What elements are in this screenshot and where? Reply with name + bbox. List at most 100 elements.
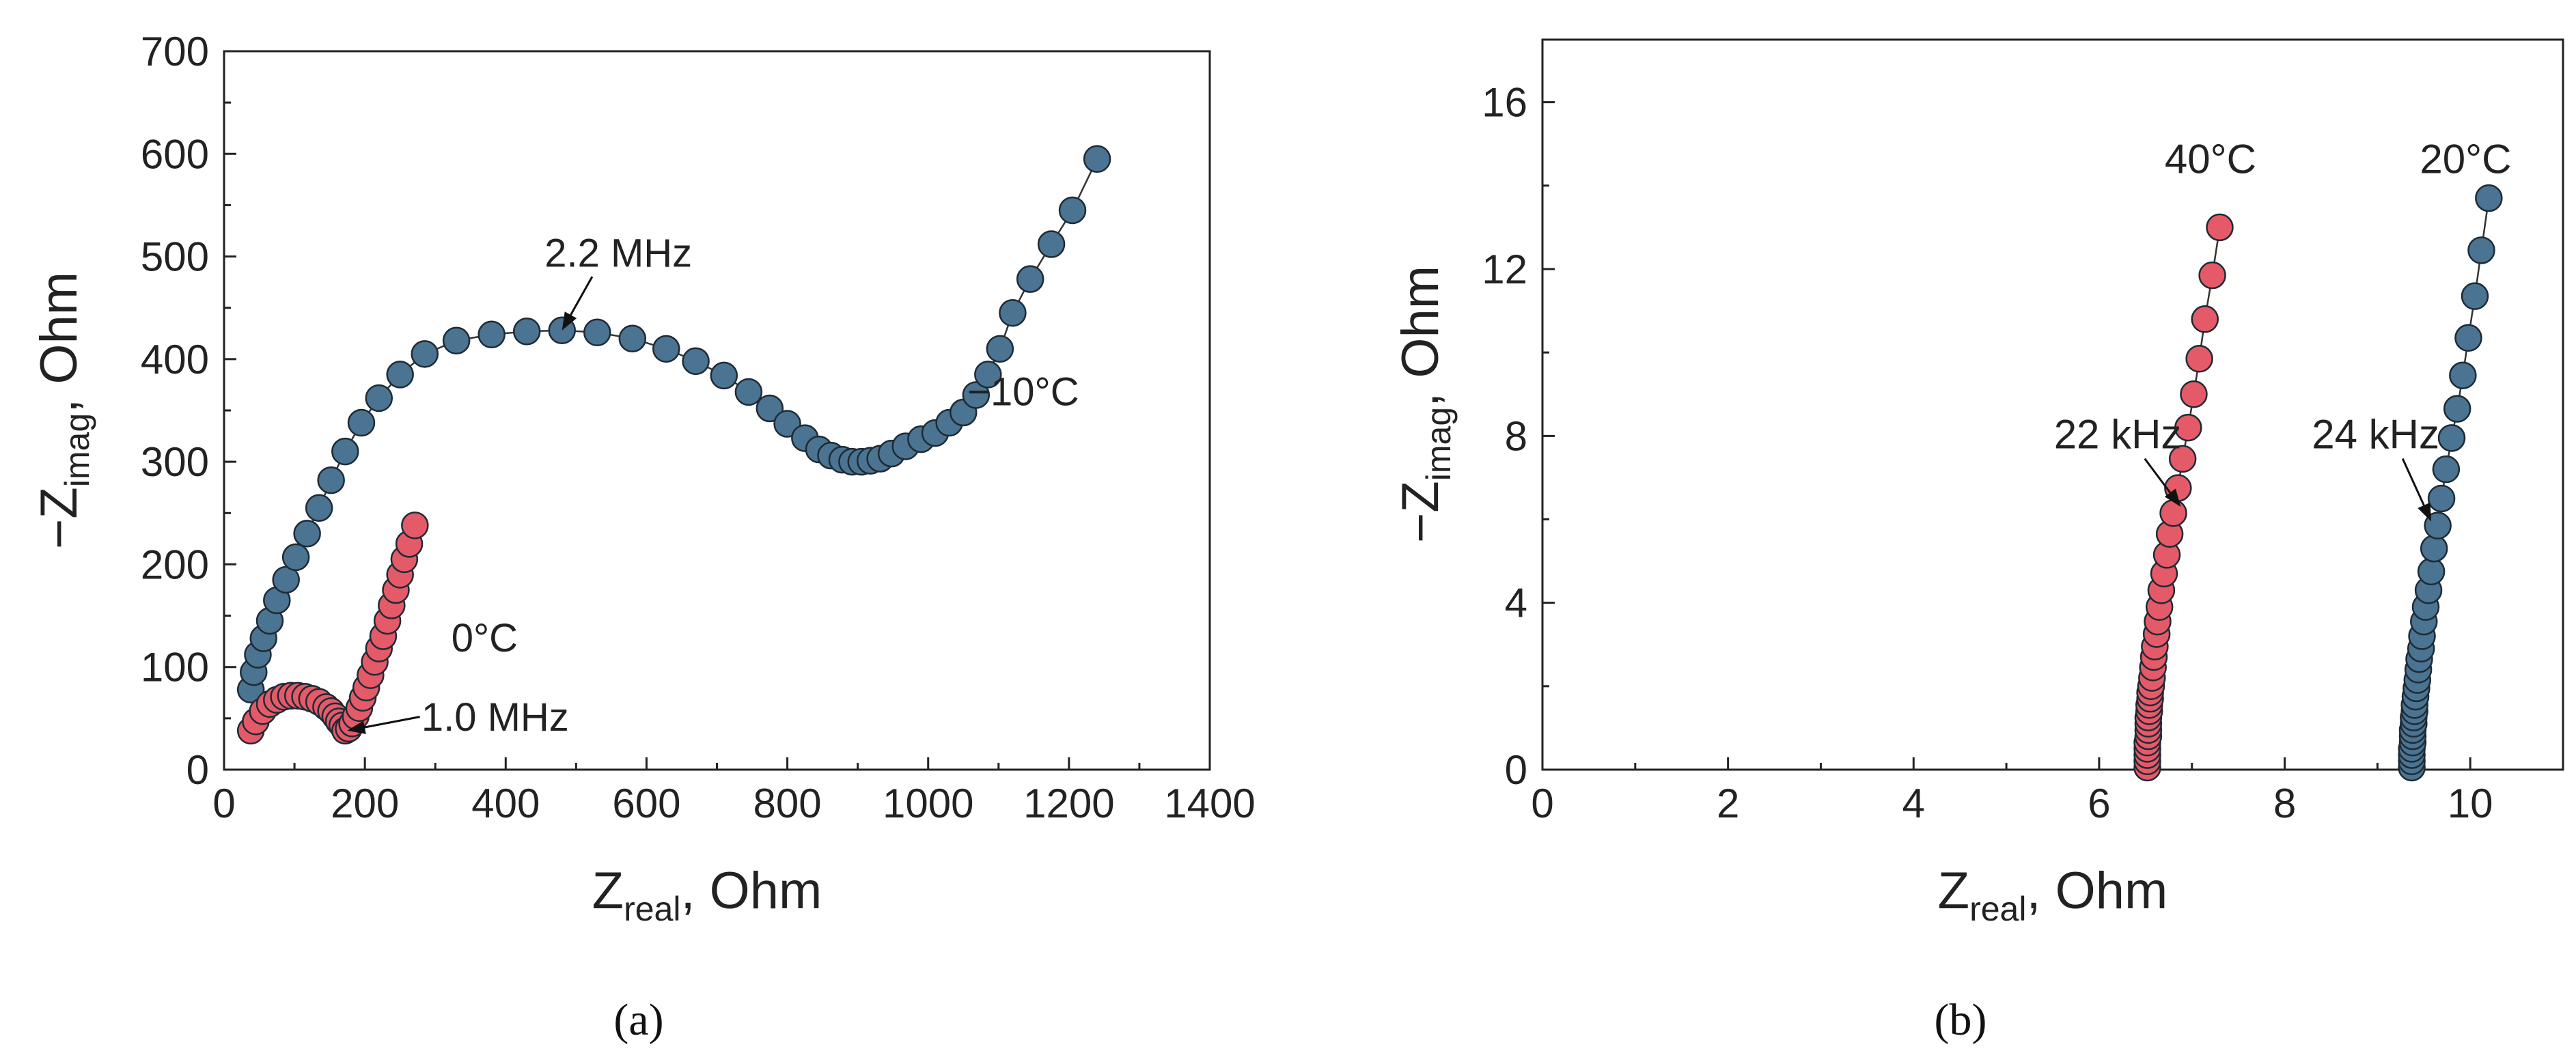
x-tick-label: 0 <box>212 781 235 826</box>
annotation-arrow-head <box>347 720 366 734</box>
y-tick-label: 400 <box>141 337 209 382</box>
y-tick-label: 300 <box>141 439 209 485</box>
data-point-10-c <box>962 381 991 409</box>
data-point-10-c <box>682 347 710 376</box>
data-point-10-c <box>986 335 1014 363</box>
annotation-arrow-head <box>562 311 577 331</box>
annotation-arrow-line <box>2401 458 2425 506</box>
x-tick-label: 800 <box>753 781 822 826</box>
annotation-arrow-line <box>364 716 420 729</box>
panel-b-x-axis-label: Zreal, Ohm <box>1938 862 2168 928</box>
data-point-20-c <box>2432 455 2461 484</box>
x-tick-label: 0 <box>1531 781 1553 826</box>
data-point-20-c <box>2475 184 2503 212</box>
data-point-10-c <box>305 494 333 522</box>
data-point-20-c <box>2454 324 2482 352</box>
annotation-10-c: −10°C <box>967 369 1079 414</box>
data-point-20-c <box>2420 534 2448 563</box>
data-point-40-c <box>2180 380 2208 408</box>
y-tick-label: 500 <box>141 234 209 280</box>
panel-a-x-axis-label: Zreal, Ohm <box>592 862 822 928</box>
data-point-10-c <box>734 378 763 406</box>
panel-b-data-points <box>2133 184 2503 782</box>
data-point-40-c <box>2174 413 2202 442</box>
data-point-10-c <box>1058 196 1087 225</box>
annotation-arrow-line <box>570 276 594 316</box>
y-tick-label: 16 <box>1482 80 1527 126</box>
panel-a-impedance-chart: 0 200 400 600 800 1000 1200 1400 0 100 200 300 400 5… <box>30 29 1256 1045</box>
data-point-10-c <box>386 361 414 389</box>
x-tick-label: 4 <box>1902 781 1925 826</box>
y-tick-label: 0 <box>1505 747 1527 793</box>
y-tick-label: 100 <box>141 645 209 690</box>
panel-b-impedance-chart: 0 2 4 6 8 10 0 4 8 12 16 40°C 20°C 22 kHz 24 kHz Zre… <box>1391 38 2564 1045</box>
annotation-22-khz: 22 kHz <box>2054 412 2182 458</box>
y-tick-label: 700 <box>141 29 209 74</box>
data-point-10-c <box>331 437 359 466</box>
data-point-0-c <box>401 512 429 539</box>
y-tick-label: 4 <box>1505 580 1527 626</box>
panel-b-annotations: 40°C 20°C 22 kHz 24 kHz <box>2054 136 2511 522</box>
data-point-20-c <box>2427 484 2456 513</box>
annotation-2-2-mhz: 2.2 MHz <box>544 232 692 276</box>
data-point-10-c <box>618 324 647 353</box>
data-point-10-c <box>756 394 784 423</box>
x-tick-label: 200 <box>331 781 399 826</box>
data-point-10-c <box>477 320 505 349</box>
panel-b-plot-frame <box>1541 38 2564 771</box>
x-tick-label: 10 <box>2448 781 2493 826</box>
y-tick-label: 8 <box>1505 413 1527 459</box>
annotation-24-khz: 24 kHz <box>2312 412 2439 458</box>
data-point-10-c <box>1083 145 1111 173</box>
data-point-40-c <box>2159 499 2187 527</box>
x-tick-label: 1200 <box>1023 781 1114 826</box>
x-tick-label: 1400 <box>1164 781 1255 826</box>
data-point-10-c <box>411 340 439 368</box>
data-point-20-c <box>2461 282 2489 310</box>
x-tick-label: 1000 <box>883 781 973 826</box>
data-point-40-c <box>2191 305 2219 333</box>
data-point-10-c <box>583 318 611 347</box>
x-tick-label: 6 <box>2088 781 2110 826</box>
data-point-10-c <box>293 520 321 548</box>
data-point-10-c <box>281 543 310 572</box>
panel-a-annotations: −10°C 0°C 2.2 MHz 1.0 MHz <box>347 232 1079 740</box>
panel-a-data-points <box>236 145 1111 745</box>
data-point-10-c <box>442 326 471 355</box>
annotation-20-c: 20°C <box>2420 136 2511 182</box>
data-point-10-c <box>652 335 680 363</box>
annotation-arrow-head <box>2418 502 2432 522</box>
x-tick-label: 400 <box>471 781 540 826</box>
data-point-20-c <box>2437 424 2466 452</box>
data-point-20-c <box>2449 361 2477 389</box>
panel-b-y-ticks: 0 4 8 12 16 <box>1482 80 1555 793</box>
panel-a-y-ticks: 0 100 200 300 400 500 600 700 <box>141 29 236 793</box>
y-tick-label: 600 <box>141 131 209 177</box>
data-point-10-c <box>512 318 541 346</box>
data-point-10-c <box>710 361 738 390</box>
data-point-20-c <box>2443 395 2471 423</box>
data-point-10-c <box>974 361 1002 389</box>
panel-a-caption: (a) <box>613 995 663 1045</box>
data-point-40-c <box>2168 445 2197 473</box>
panel-b-connector-lines <box>2146 197 2490 768</box>
panel-a-y-axis-label: −Zimag, Ohm <box>30 272 96 549</box>
data-point-10-c <box>365 384 393 412</box>
panel-b-y-axis-label: −Zimag, Ohm <box>1391 266 1458 543</box>
data-point-40-c <box>2206 213 2234 242</box>
data-point-10-c <box>1016 265 1044 293</box>
data-point-20-c <box>2417 557 2446 586</box>
y-tick-label: 200 <box>141 542 209 587</box>
annotation-arrow-head <box>2164 488 2181 507</box>
data-point-10-c <box>317 466 345 494</box>
data-point-10-c <box>347 408 376 437</box>
y-tick-label: 12 <box>1482 247 1527 292</box>
x-tick-label: 8 <box>2273 781 2296 826</box>
data-point-40-c <box>2185 345 2213 373</box>
data-point-10-c <box>1037 230 1066 258</box>
data-point-40-c <box>2198 261 2226 290</box>
annotation-1-0-mhz: 1.0 MHz <box>421 695 569 740</box>
y-tick-label: 0 <box>186 747 209 793</box>
annotation-0-c: 0°C <box>452 616 518 660</box>
